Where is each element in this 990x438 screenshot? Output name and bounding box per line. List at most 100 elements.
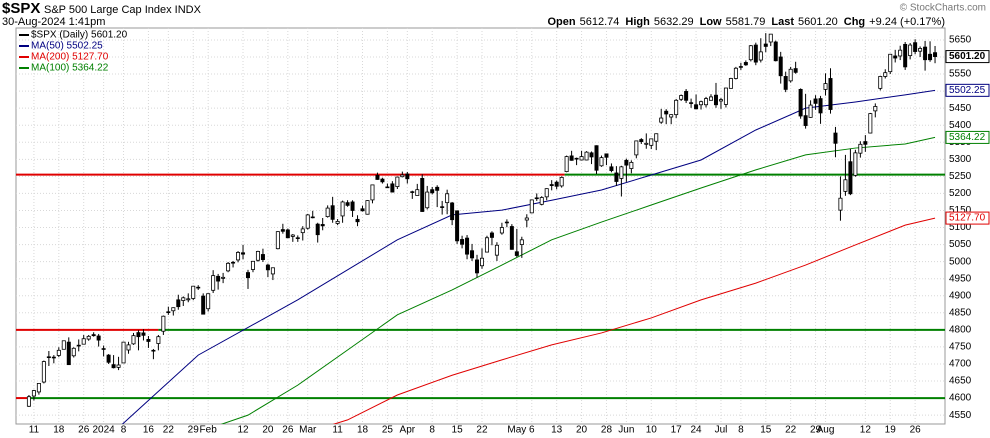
x-tick-label: 26 [910,425,922,436]
candle-body [465,237,470,255]
candle-body [435,186,440,191]
chart-title: $SPX [2,0,40,17]
candle-body [236,252,241,261]
x-tick-label: 8 [121,425,127,436]
candle-body [246,272,251,279]
candle-body [151,349,156,352]
candle-body [355,218,360,223]
candle-body [788,68,793,82]
candle-body [933,52,938,57]
candle-body [405,173,410,180]
candle-body [191,285,196,299]
quote-value: +9.24 (+0.17%) [869,16,945,28]
candle-body [539,197,544,205]
x-tick-label: 19 [885,425,897,436]
candle-body [141,332,146,336]
price-tag [945,83,990,97]
candle-body [599,157,604,167]
candle-body [594,145,599,171]
candle-body [509,226,514,250]
price-tag [945,130,990,144]
plot-frame [15,27,946,425]
y-tick-label: 4550 [949,410,972,421]
candle-body [803,115,808,126]
candle-body [629,161,634,169]
candle-body [106,354,111,363]
x-tick-label: 2024 [92,425,115,436]
candle-body [41,361,46,383]
candle-body [315,223,320,236]
candle-body [684,91,689,101]
y-tick-label: 4800 [949,325,972,336]
candle-body [624,159,629,166]
candle-body [654,133,659,142]
y-tick-label: 5200 [949,188,972,199]
candle-body [524,217,529,221]
candle-body [843,179,848,192]
candle-body [375,174,380,180]
x-tick-label: 18 [53,425,65,436]
candle-body [718,99,723,102]
candle-body [91,334,96,337]
candle-body [823,83,828,90]
candle-body [813,98,818,104]
candle-body [893,55,898,59]
candle-body [619,166,624,179]
price-tag-label: 5127.70 [949,213,986,224]
candle-body [410,191,415,193]
candle-body [649,138,654,146]
candle-body [176,299,181,308]
candle-body [231,261,236,264]
candle-body [255,251,260,261]
price-tag [945,211,990,225]
candle-body [420,178,425,212]
candle-body [554,181,559,187]
x-tick-label: Jun [618,425,634,436]
candle-body [365,200,370,215]
candle-body [609,166,614,171]
candle-body [166,311,171,313]
y-tick-label: 5400 [949,120,972,131]
x-tick-label: 8 [738,425,744,436]
candle-body [639,139,644,142]
x-tick-label: 10 [646,425,658,436]
candle-body [928,53,933,61]
x-tick-label: 17 [671,425,683,436]
candle-body [858,143,863,154]
candle-body [679,95,684,100]
y-tick-label: 5250 [949,171,972,182]
candle-body [445,193,450,204]
candle-body [86,335,91,340]
quote-label: Last [771,16,794,28]
candle-body [589,152,594,158]
candle-body [360,208,365,212]
candle-body [295,237,300,239]
candle-body [260,254,265,260]
candle-body [923,46,928,61]
candle-body [733,67,738,79]
candle-body [320,224,325,227]
candle-body [833,132,838,144]
candle-body [798,88,803,117]
candle-body [773,41,778,62]
candle-body [489,232,494,238]
candle-body [728,78,733,89]
x-tick-label: 26 [282,425,294,436]
candle-body [250,260,255,270]
quote-value: 5601.20 [798,16,838,28]
candle-body [853,152,858,176]
price-tag-label: 5601.20 [949,51,986,62]
candle-body [913,42,918,52]
y-tick-label: 5550 [949,69,972,80]
candle-body [614,172,619,182]
candle-body [186,298,191,301]
x-tick-label: Mar [299,425,317,436]
candle-body [699,101,704,106]
price-tag [945,50,990,64]
candle-body [559,176,564,187]
x-tick-label: 22 [476,425,488,436]
candle-body [51,356,56,359]
x-tick-label: 15 [760,425,772,436]
candle-body [201,295,206,315]
candle-body [883,72,888,77]
